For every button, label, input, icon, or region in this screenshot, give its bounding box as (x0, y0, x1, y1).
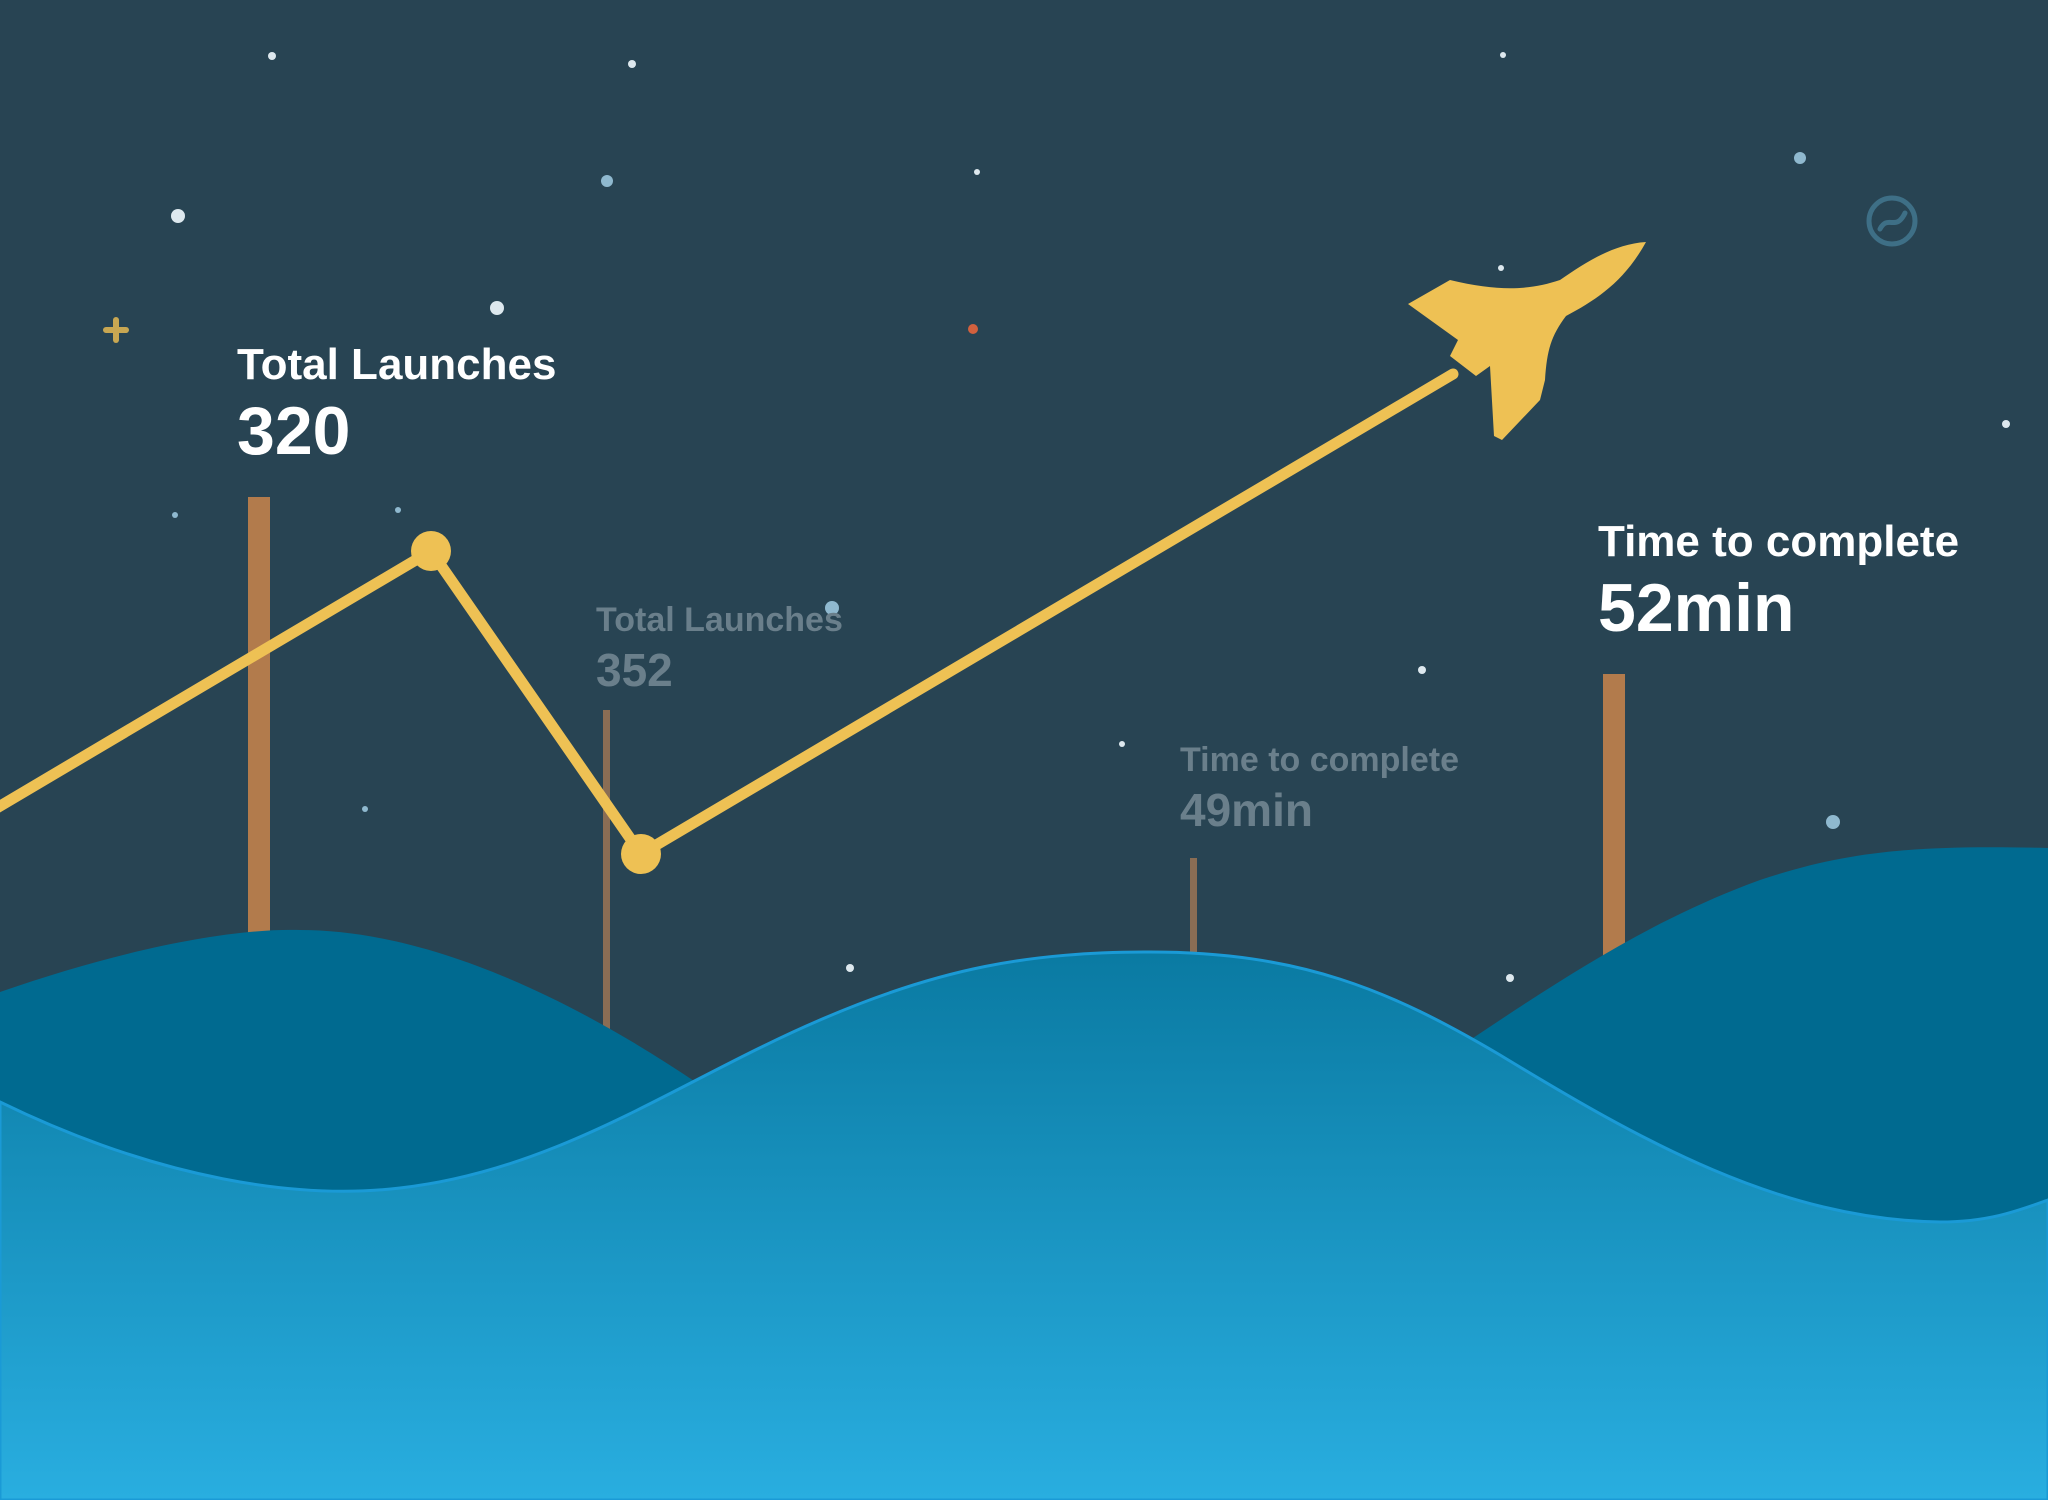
stat-pole-secondary (1190, 858, 1197, 978)
stat-label-time-to-complete-secondary: Time to complete 49min (1180, 738, 1459, 838)
star (628, 60, 636, 68)
trajectory-point (621, 834, 661, 874)
stat-value: 320 (237, 393, 351, 469)
star (1794, 152, 1806, 164)
star (395, 507, 401, 513)
star (362, 806, 368, 812)
star (171, 209, 185, 223)
stat-pole-primary (248, 497, 270, 937)
star (1418, 666, 1426, 674)
front-hills (0, 950, 2048, 1500)
stat-caption: Total Launches (237, 340, 557, 389)
star-field (171, 52, 2010, 982)
star (1506, 974, 1514, 982)
star (825, 601, 839, 615)
star (974, 169, 980, 175)
stat-pole-primary (1603, 674, 1625, 974)
stat-caption: Time to complete (1598, 517, 1960, 566)
star (846, 964, 854, 972)
star (1500, 52, 1506, 58)
star-red (968, 324, 978, 334)
stat-label-time-to-complete: Time to complete 52min (1598, 514, 1959, 646)
stat-caption: Total Launches (596, 601, 843, 639)
stat-caption: Time to complete (1180, 741, 1459, 779)
star (1119, 741, 1125, 747)
trajectory-point (411, 531, 451, 571)
stat-value: 352 (596, 644, 673, 696)
star (172, 512, 178, 518)
stat-value: 52min (1598, 570, 1795, 646)
stat-label-total-launches: Total Launches 320 (237, 337, 556, 469)
star (601, 175, 613, 187)
star (2002, 420, 2010, 428)
star (268, 52, 276, 60)
plus-sparkle-icon (103, 317, 129, 343)
stat-label-total-launches-secondary: Total Launches 352 (596, 598, 843, 698)
planet-icon (1866, 195, 1918, 247)
rocket-icon (1408, 242, 1646, 440)
star (1498, 265, 1504, 271)
stat-pole-secondary (603, 710, 610, 1030)
stat-value: 49min (1180, 784, 1313, 836)
trajectory-line (0, 368, 1459, 860)
star (490, 301, 504, 315)
star (1826, 815, 1840, 829)
